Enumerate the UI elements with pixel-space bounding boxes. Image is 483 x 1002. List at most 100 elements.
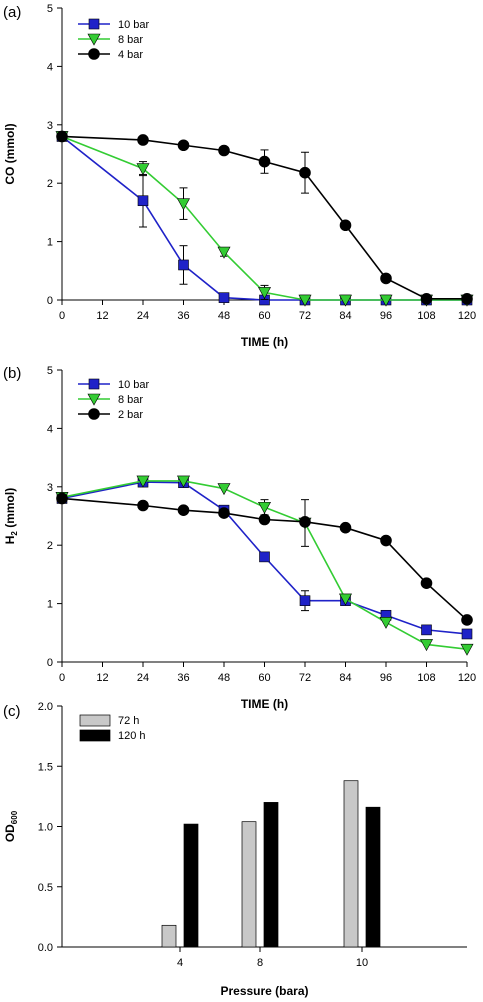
series-line <box>61 481 468 635</box>
x-tick-label: 12 <box>96 672 108 684</box>
legend-label: 2 bar <box>118 409 143 421</box>
y-tick-label: 4 <box>47 423 53 435</box>
legend-swatch <box>79 729 111 742</box>
x-tick-label: 48 <box>218 672 230 684</box>
y-tick-label: 2 <box>47 178 53 190</box>
data-point <box>379 616 393 629</box>
bar-72-h <box>343 780 359 948</box>
data-point <box>218 507 230 519</box>
data-point <box>299 595 311 606</box>
data-point <box>218 292 230 303</box>
x-tick-label: 36 <box>177 310 189 322</box>
x-tick-label: 12 <box>96 310 108 322</box>
data-point <box>461 293 473 305</box>
x-tick-label: 72 <box>299 310 311 322</box>
data-point <box>177 139 190 152</box>
data-point <box>258 513 271 526</box>
y-tick-label: 1 <box>47 599 53 611</box>
x-tick-label: 48 <box>218 310 230 322</box>
data-point <box>176 198 191 211</box>
bar-72-h <box>241 821 257 948</box>
data-point <box>137 195 149 207</box>
x-axis-label: TIME (h) <box>241 697 288 711</box>
y-axis-label-main: H <box>3 536 17 545</box>
x-tick-label: 36 <box>177 672 189 684</box>
legend-marker <box>87 33 101 46</box>
legend-marker <box>88 18 100 30</box>
x-tick-label: 120 <box>458 672 476 684</box>
series-line <box>61 135 467 301</box>
data-point <box>137 134 149 146</box>
data-point <box>217 483 231 496</box>
panel-c-od600-bar-chart: (c) 0.0 0.5 1.0 1.5 2.0 4 8 10 Pressure (bara) OD6… <box>3 701 467 998</box>
legend-marker <box>87 393 101 406</box>
data-point <box>257 501 272 514</box>
y-tick-label: 5 <box>47 3 53 15</box>
legend: 72 h 120 h <box>79 714 146 742</box>
data-point <box>217 246 231 259</box>
legend-label: 10 bar <box>118 19 150 31</box>
data-point <box>461 628 473 640</box>
x-tick-label: 60 <box>258 672 270 684</box>
data-point <box>420 293 433 305</box>
y-tick-label: 0 <box>47 657 53 669</box>
y-axis-label: H2 (mmol) <box>3 488 19 544</box>
x-tick-label: 72 <box>299 672 311 684</box>
data-point <box>339 521 352 534</box>
panel-label: (c) <box>3 703 21 720</box>
series-4-bar <box>56 130 473 305</box>
y-axis-label: OD600 <box>3 810 19 842</box>
x-tick-label: 60 <box>258 310 270 322</box>
legend-swatch <box>79 714 111 727</box>
x-axis-label: Pressure (bara) <box>220 984 308 998</box>
data-point <box>176 475 191 488</box>
data-point <box>421 624 432 636</box>
legend-label: 72 h <box>118 715 139 727</box>
series-line <box>61 135 467 300</box>
x-tick-label: 108 <box>417 672 435 684</box>
y-axis-label: CO (mmol) <box>3 123 17 184</box>
y-tick-label: 1.5 <box>38 761 53 773</box>
x-tick-label: 120 <box>458 310 476 322</box>
data-point <box>136 163 150 176</box>
y-tick-label: 0 <box>47 295 53 307</box>
y-tick-label: 0.0 <box>38 942 53 954</box>
x-tick-label: 24 <box>137 310 149 322</box>
y-tick-label: 0.5 <box>38 882 53 894</box>
data-point <box>259 551 270 563</box>
x-tick-label: 0 <box>59 310 65 322</box>
y-tick-label: 4 <box>47 61 53 73</box>
y-tick-label: 1.0 <box>38 822 53 834</box>
legend-label: 4 bar <box>118 49 143 61</box>
data-point <box>379 294 393 307</box>
data-point <box>299 516 311 528</box>
y-tick-label: 1 <box>47 237 53 249</box>
data-point <box>461 614 473 626</box>
data-point <box>178 259 189 271</box>
data-point <box>56 492 68 505</box>
data-point <box>380 534 392 547</box>
legend-marker <box>88 48 100 60</box>
x-tick-label: 96 <box>380 672 392 684</box>
y-axis-label-sub: 2 <box>10 531 19 536</box>
data-point <box>338 294 353 307</box>
data-point <box>380 272 392 285</box>
bar-120-h <box>365 806 381 948</box>
legend: 10 bar 8 bar 4 bar <box>78 18 150 61</box>
data-point <box>258 155 271 168</box>
y-tick-label: 3 <box>47 120 53 132</box>
y-tick-label: 2.0 <box>38 701 53 713</box>
x-tick-label: 10 <box>356 957 368 969</box>
legend-label: 120 h <box>118 730 146 742</box>
y-axis-label-rest: (mmol) <box>3 488 17 531</box>
x-tick-label: 0 <box>59 672 65 684</box>
data-point <box>339 219 352 232</box>
data-point <box>338 593 353 606</box>
series-2-bar <box>56 492 473 626</box>
series-line <box>61 497 468 621</box>
x-tick-label: 84 <box>339 672 351 684</box>
legend: 10 bar 8 bar 2 bar <box>78 378 150 421</box>
legend-label: 8 bar <box>118 34 143 46</box>
data-point <box>257 287 272 300</box>
